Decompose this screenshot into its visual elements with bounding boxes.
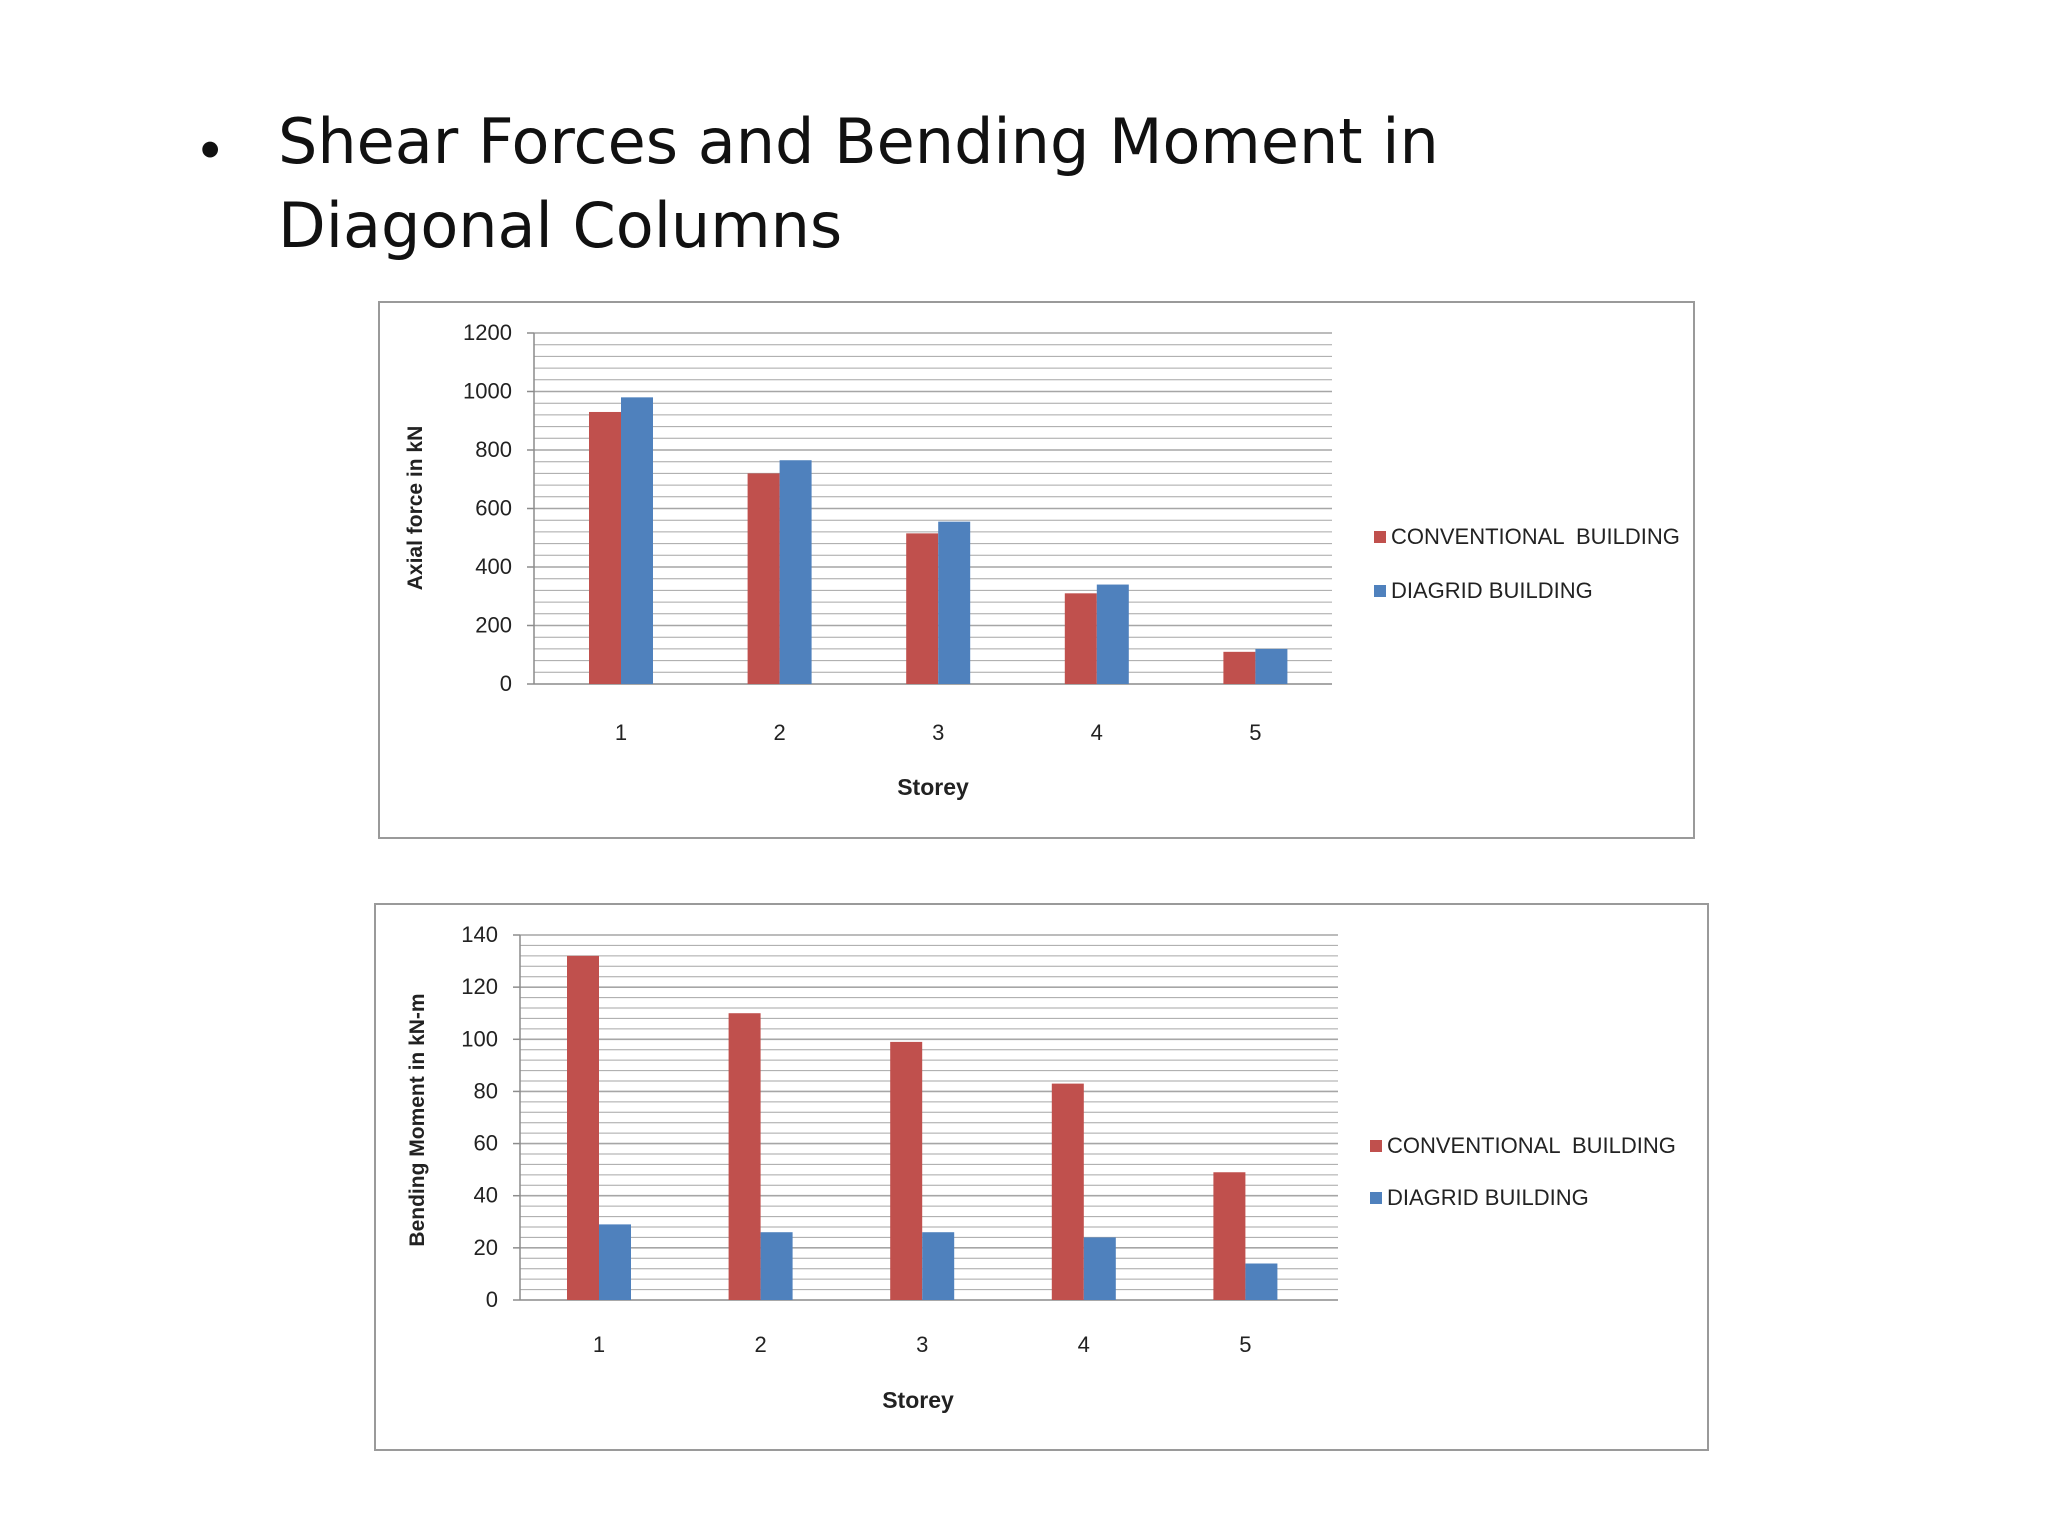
bar-diagrid-2 (760, 1232, 793, 1300)
legend-label-diagrid: DIAGRID BUILDING (1387, 1185, 1589, 1210)
bending-moment-chart-frame: 0 20 40 60 80 100 120 140 1 2 3 4 5 Storey Bending Mom… (374, 903, 1709, 1451)
y-tick-label: 100 (461, 1026, 498, 1051)
bar-conventional-3 (906, 533, 939, 684)
y-tick-label: 80 (474, 1078, 498, 1103)
x-tick-label: 2 (773, 720, 785, 745)
bar-conventional-2 (728, 1013, 761, 1300)
bar-diagrid-1 (621, 397, 653, 684)
bullet-marker: • (200, 117, 221, 182)
y-tick-label: 1000 (463, 379, 512, 404)
bar-conventional-4 (1064, 593, 1097, 684)
legend-swatch-conventional (1370, 1140, 1382, 1152)
bar-diagrid-3 (922, 1232, 955, 1300)
x-axis-label: Storey (882, 1387, 954, 1413)
x-tick-label: 2 (754, 1332, 766, 1357)
y-tick-label: 0 (486, 1287, 498, 1312)
y-tick-label: 400 (475, 554, 512, 579)
legend-label-diagrid: DIAGRID BUILDING (1391, 578, 1593, 603)
y-tick-label: 1200 (463, 320, 512, 345)
gridlines (520, 934, 1338, 1291)
legend-label-conventional: CONVENTIONAL BUILDING (1391, 524, 1680, 549)
x-tick-label: 5 (1239, 1332, 1251, 1357)
y-tick-label: 120 (461, 974, 498, 999)
y-axis-label: Axial force in kN (404, 426, 427, 591)
x-tick-label: 3 (932, 720, 944, 745)
x-axis-label: Storey (897, 774, 969, 800)
bar-conventional-5 (1223, 651, 1256, 684)
bar-conventional-1 (567, 955, 599, 1300)
bar-diagrid-3 (938, 521, 971, 684)
y-tick-label: 140 (461, 922, 498, 947)
legend-swatch-diagrid (1374, 585, 1386, 597)
bar-diagrid-5 (1255, 648, 1288, 684)
bar-conventional-3 (890, 1041, 923, 1300)
bar-conventional-5 (1213, 1172, 1246, 1300)
x-tick-label: 3 (916, 1332, 928, 1357)
bar-conventional-4 (1051, 1083, 1084, 1300)
y-tick-label: 800 (475, 437, 512, 462)
legend-swatch-conventional (1374, 531, 1386, 543)
bar-diagrid-4 (1083, 1237, 1116, 1300)
legend-label-conventional: CONVENTIONAL BUILDING (1387, 1133, 1676, 1158)
legend-swatch-diagrid (1370, 1192, 1382, 1204)
y-tick-label: 0 (500, 671, 512, 696)
bending-moment-chart: 0 20 40 60 80 100 120 140 1 2 3 4 5 Storey Bending Mom… (406, 922, 1676, 1413)
x-tick-label: 1 (593, 1332, 605, 1357)
y-tick-label: 600 (475, 496, 512, 521)
y-tick-label: 200 (475, 613, 512, 638)
x-tick-label: 5 (1249, 720, 1261, 745)
bar-conventional-1 (589, 411, 621, 684)
bar-diagrid-1 (599, 1224, 631, 1300)
x-tick-label: 4 (1078, 1332, 1090, 1357)
bar-diagrid-5 (1245, 1263, 1278, 1300)
y-axis-label: Bending Moment in kN-m (406, 993, 429, 1246)
bar-diagrid-2 (779, 460, 812, 684)
axial-force-chart: 0 200 400 600 800 1000 1200 1 2 3 4 5 Storey Axial fo… (404, 320, 1680, 800)
y-tick-label: 40 (474, 1183, 498, 1208)
bar-diagrid-4 (1096, 584, 1129, 684)
x-tick-label: 4 (1091, 720, 1103, 745)
slide-title: Shear Forces and Bending Moment in Diago… (278, 105, 1439, 262)
y-tick-label: 20 (474, 1235, 498, 1260)
x-tick-label: 1 (615, 720, 627, 745)
legend: CONVENTIONAL BUILDING DIAGRID BUILDING (1370, 1133, 1676, 1210)
legend: CONVENTIONAL BUILDING DIAGRID BUILDING (1374, 524, 1680, 603)
y-tick-label: 60 (474, 1131, 498, 1156)
axial-force-chart-frame: 0 200 400 600 800 1000 1200 1 2 3 4 5 Storey Axial fo… (378, 301, 1695, 839)
bar-conventional-2 (747, 473, 780, 684)
